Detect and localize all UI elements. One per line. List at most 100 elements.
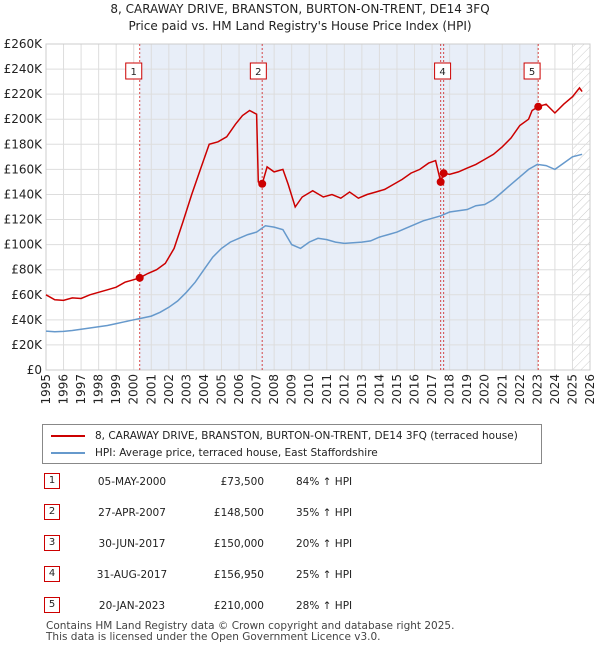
legend-item-hpi: HPI: Average price, terraced house, East… [51,445,378,461]
x-tick-label: 2016 [408,374,422,405]
sale-marker-number: 2 [255,67,261,78]
sale-number-badge: 4 [44,566,60,582]
legend: 8, CARAWAY DRIVE, BRANSTON, BURTON-ON-TR… [42,424,542,464]
sale-number-badge: 3 [44,535,60,551]
x-tick-label: 2026 [583,374,597,405]
y-tick-label: £180K [4,137,44,151]
sale-price: £210,000 [213,600,264,612]
x-tick-label: 2000 [127,374,141,405]
sale-date: 31-AUG-2017 [96,569,168,581]
legend-swatch-hpi [51,452,85,454]
sale-period-shading [139,44,539,370]
sale-price: £148,500 [213,507,264,519]
sale-point [436,177,445,186]
x-tick-label: 1995 [39,374,53,405]
footer-licence: This data is licensed under the Open Gov… [46,631,381,643]
x-tick-label: 2015 [390,374,404,405]
x-tick-label: 2009 [285,374,299,405]
sale-price: £150,000 [213,538,264,550]
x-tick-label: 2018 [443,374,457,405]
x-tick-label: 2007 [250,374,264,405]
table-row: 1 05-MAY-2000 £73,500 84% ↑ HPI [42,472,562,492]
sale-price: £73,500 [220,476,264,488]
x-tick-label: 1998 [92,374,106,405]
sale-marker-box [125,62,143,80]
sale-date: 27-APR-2007 [98,507,166,519]
x-tick-label: 1996 [57,374,71,405]
legend-swatch-price [51,435,85,437]
x-tick-label: 2014 [372,374,386,405]
sale-marker-box [523,62,541,80]
sale-point [135,273,144,282]
y-tick-label: £60K [11,288,43,302]
chart-title: 8, CARAWAY DRIVE, BRANSTON, BURTON-ON-TR… [110,2,490,16]
sale-number-badge: 2 [44,504,60,520]
sale-hpi-change: 84% ↑ HPI [296,476,353,488]
x-tick-label: 2001 [144,374,158,405]
x-tick-label: 2011 [320,374,334,405]
y-tick-label: £160K [4,162,44,176]
x-tick-label: 2012 [337,374,351,405]
sale-marker-box [249,62,267,80]
sale-date: 05-MAY-2000 [97,476,167,488]
sale-hpi-change: 25% ↑ HPI [296,569,353,581]
hpi-series-line [45,153,583,333]
y-tick-label: £20K [11,338,43,352]
x-tick-label: 2004 [197,374,211,405]
chart-subtitle: Price paid vs. HM Land Registry's House … [128,19,472,33]
sale-number-badge: 1 [44,473,60,489]
plot-border [45,43,591,371]
x-tick-label: 2006 [232,374,246,405]
sale-date: 30-JUN-2017 [98,538,166,550]
future-hatch-region [572,44,590,370]
table-row: 4 31-AUG-2017 £156,950 25% ↑ HPI [42,565,562,585]
x-tick-label: 2002 [162,374,176,405]
x-tick-label: 2021 [495,374,509,405]
x-tick-label: 2020 [478,374,492,405]
x-tick-label: 2003 [179,374,193,405]
x-tick-label: 1999 [109,374,123,405]
x-tick-label: 2025 [565,374,579,405]
x-tick-label: 2008 [267,374,281,405]
footer: Contains HM Land Registry data © Crown c… [46,621,454,643]
y-tick-label: £80K [11,263,43,277]
sale-number-badge: 5 [44,597,60,613]
y-tick-label: £100K [4,238,44,252]
sale-date: 20-JAN-2023 [98,600,166,612]
sale-marker-number: 5 [529,67,535,78]
x-tick-label: 2019 [460,374,474,405]
sale-hpi-change: 35% ↑ HPI [296,507,353,519]
y-tick-label: £0 [27,363,42,377]
y-tick-label: £200K [4,112,44,126]
y-tick-label: £260K [4,37,44,51]
y-tick-label: £40K [11,313,43,327]
x-tick-label: 1997 [74,374,88,405]
x-tick-label: 2010 [302,374,316,405]
y-tick-label: £220K [4,87,44,101]
table-row: 5 20-JAN-2023 £210,000 28% ↑ HPI [42,596,562,616]
sale-point [439,169,448,178]
sale-marker-box [434,62,452,80]
sale-marker-number: 1 [131,67,137,78]
price-chart: £0 £20K £40K £60K £80K £100K £120K £140K £160K £1… [4,37,597,405]
legend-item-price: 8, CARAWAY DRIVE, BRANSTON, BURTON-ON-TR… [51,428,518,444]
y-tick-label: £140K [4,187,44,201]
legend-label-hpi: HPI: Average price, terraced house, East… [95,447,378,459]
sale-hpi-change: 20% ↑ HPI [296,538,353,550]
sale-point [534,102,543,111]
x-tick-label: 2022 [513,374,527,405]
table-row: 3 30-JUN-2017 £150,000 20% ↑ HPI [42,534,562,554]
x-tick-label: 2017 [425,374,439,405]
y-tick-label: £120K [4,213,44,227]
footer-copyright: Contains HM Land Registry data © Crown c… [46,620,455,632]
legend-label-price: 8, CARAWAY DRIVE, BRANSTON, BURTON-ON-TR… [95,430,518,442]
sale-hpi-change: 28% ↑ HPI [296,600,353,612]
x-tick-label: 2024 [548,374,562,405]
x-tick-label: 2005 [214,374,228,405]
sale-point [258,179,267,188]
table-row: 2 27-APR-2007 £148,500 35% ↑ HPI [42,503,562,523]
sale-marker-number: 4 [439,67,445,78]
x-tick-label: 2023 [530,374,544,405]
y-tick-label: £240K [4,62,44,76]
sale-price: £156,950 [213,569,264,581]
